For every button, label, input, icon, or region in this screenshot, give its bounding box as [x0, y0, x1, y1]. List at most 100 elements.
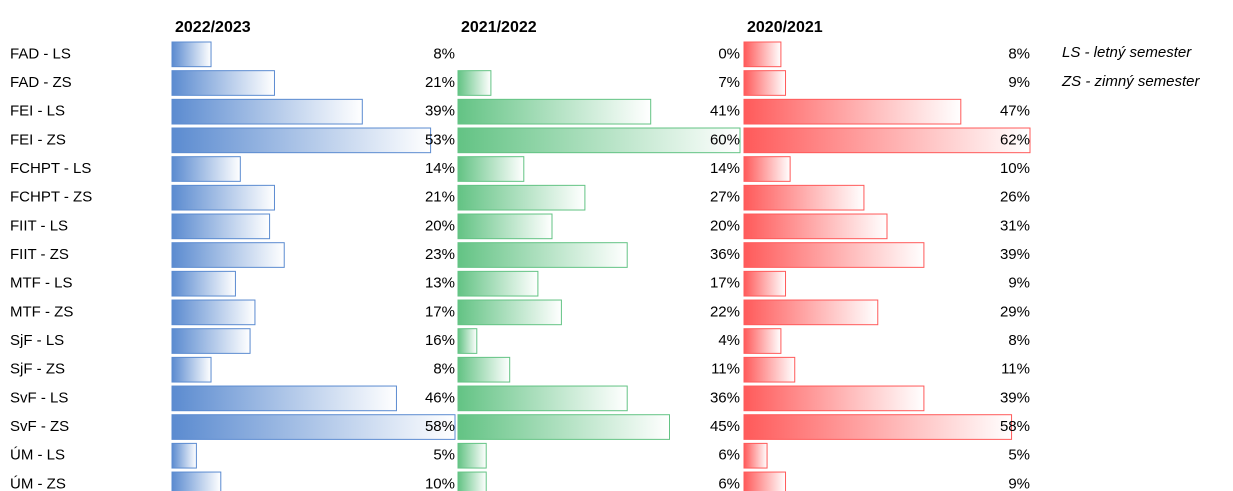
bar: [457, 414, 670, 440]
bar: [171, 471, 222, 491]
bar: [171, 270, 236, 297]
value-label: 22%: [710, 303, 740, 320]
value-label: 11%: [1001, 361, 1030, 378]
value-label: 21%: [425, 74, 455, 91]
row-label: FEI - LS: [10, 103, 65, 120]
row-label: ÚM - ZS: [10, 475, 66, 491]
bar: [743, 299, 879, 326]
value-label: 29%: [1000, 303, 1030, 320]
value-label: 53%: [425, 131, 455, 148]
value-label: 6%: [718, 447, 740, 464]
value-label: 39%: [1000, 246, 1030, 263]
annotation: ZS - zimný semester: [1061, 73, 1201, 90]
bar: [457, 213, 553, 240]
row-label: MTF - LS: [10, 275, 73, 292]
value-label: 58%: [425, 418, 455, 435]
value-label: 31%: [1000, 217, 1030, 234]
value-label: 14%: [710, 160, 740, 177]
value-label: 10%: [1000, 160, 1030, 177]
bar: [743, 328, 782, 354]
value-label: 20%: [710, 217, 740, 234]
series-header: 2020/2021: [747, 19, 823, 36]
bar: [743, 213, 888, 240]
value-label: 21%: [425, 189, 455, 206]
value-label: 10%: [425, 475, 455, 491]
bar: [171, 328, 251, 354]
value-label: 8%: [1008, 332, 1030, 349]
bar: [743, 442, 768, 469]
bar: [743, 98, 962, 125]
bar: [171, 414, 456, 440]
bar: [171, 127, 432, 154]
value-label: 5%: [433, 447, 455, 464]
bar: [171, 184, 275, 211]
row-label: SjF - LS: [10, 332, 64, 349]
bar: [457, 70, 492, 96]
bar: [171, 98, 363, 125]
value-label: 8%: [433, 45, 455, 62]
value-label: 62%: [1000, 131, 1030, 148]
bar: [743, 184, 865, 211]
value-label: 58%: [1000, 418, 1030, 435]
value-label: 45%: [710, 418, 740, 435]
value-label: 46%: [425, 389, 455, 406]
value-label: 36%: [710, 246, 740, 263]
value-label: 7%: [718, 74, 740, 91]
bar: [743, 242, 925, 268]
bar: [457, 299, 562, 326]
value-label: 60%: [710, 131, 740, 148]
value-label: 6%: [718, 475, 740, 491]
bar: [171, 299, 256, 326]
bar: [743, 270, 787, 297]
value-label: 39%: [1000, 389, 1030, 406]
row-label: FCHPT - LS: [10, 160, 91, 177]
annotation: LS - letný semester: [1062, 44, 1192, 61]
bar: [743, 41, 782, 68]
value-label: 5%: [1008, 447, 1030, 464]
series-header: 2021/2022: [461, 19, 537, 36]
bar: [743, 356, 796, 383]
value-label: 17%: [710, 275, 740, 292]
value-label: 11%: [711, 361, 740, 378]
value-label: 20%: [425, 217, 455, 234]
bar: [171, 70, 275, 96]
value-label: 8%: [1008, 45, 1030, 62]
value-label: 17%: [425, 303, 455, 320]
row-label: SvF - LS: [10, 389, 68, 406]
bar: [457, 328, 478, 354]
bar: [743, 127, 1031, 154]
row-label: MTF - ZS: [10, 303, 73, 320]
value-label: 27%: [710, 189, 740, 206]
bar: [171, 242, 285, 268]
value-label: 41%: [710, 103, 740, 120]
bar: [171, 385, 397, 412]
value-label: 47%: [1000, 103, 1030, 120]
bar: [457, 156, 525, 182]
bar: [743, 70, 787, 96]
bar: [171, 442, 197, 469]
value-label: 0%: [718, 45, 740, 62]
bar: [171, 356, 212, 383]
bar: [171, 41, 212, 68]
bar: [743, 156, 791, 182]
bar: [743, 414, 1013, 440]
value-label: 39%: [425, 103, 455, 120]
value-label: 9%: [1008, 275, 1030, 292]
bar: [457, 184, 586, 211]
bar: [457, 127, 741, 154]
value-label: 9%: [1008, 74, 1030, 91]
bar: [457, 442, 487, 469]
value-label: 26%: [1000, 189, 1030, 206]
bar: [171, 156, 241, 182]
value-label: 9%: [1008, 475, 1030, 491]
bar: [743, 471, 787, 491]
row-label: SjF - ZS: [10, 361, 65, 378]
bar: [743, 385, 925, 412]
bar: [457, 242, 628, 268]
row-label: FIIT - LS: [10, 217, 68, 234]
bar: [171, 213, 271, 240]
bar: [457, 270, 539, 297]
row-label: SvF - ZS: [10, 418, 69, 435]
value-label: 36%: [710, 389, 740, 406]
